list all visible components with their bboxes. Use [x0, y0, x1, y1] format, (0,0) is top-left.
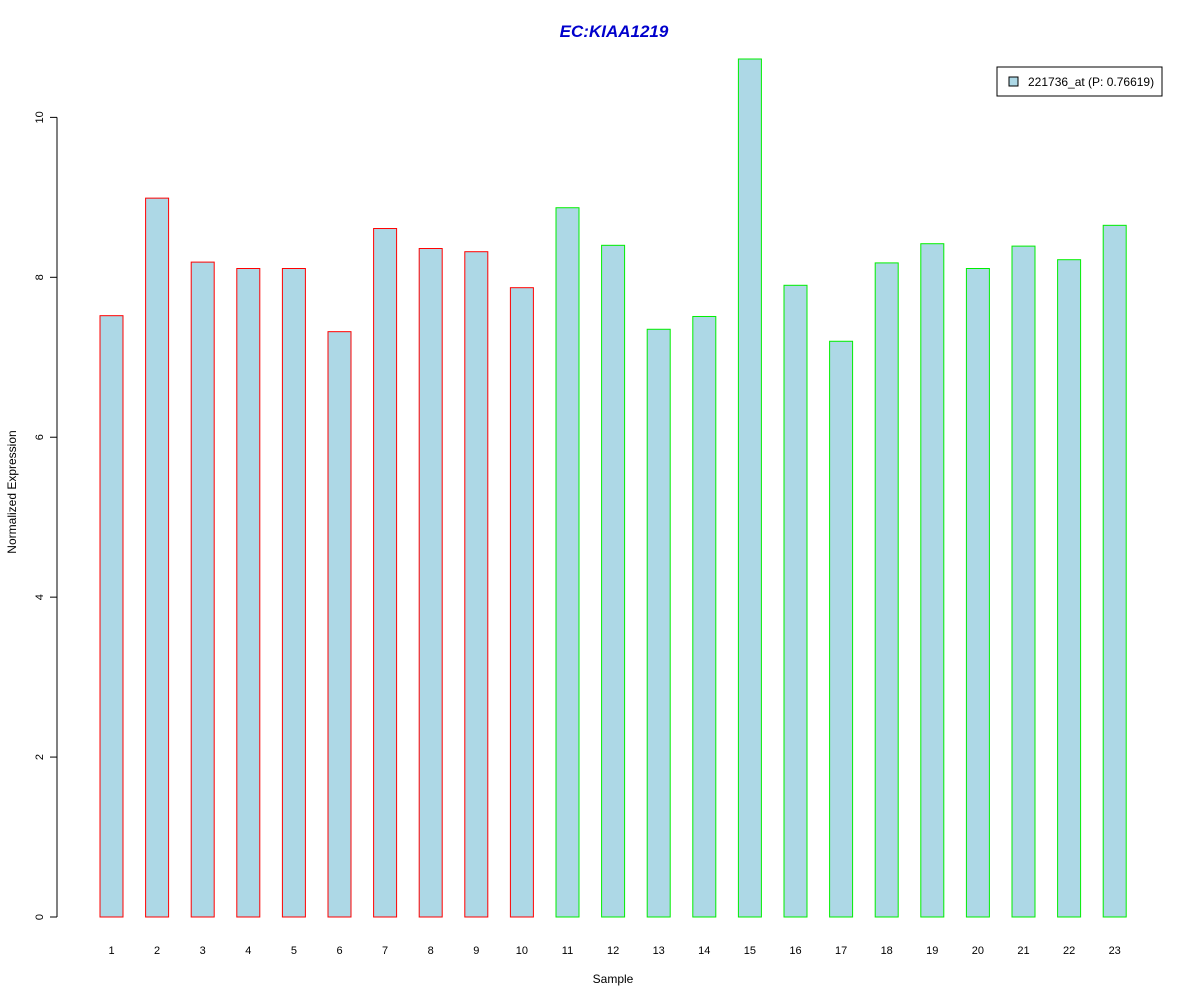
y-tick-label: 10 [34, 111, 46, 123]
bar-sample-8 [418, 248, 443, 918]
x-tick-label: 13 [653, 945, 665, 957]
y-axis-label: Normalized Expression [5, 430, 19, 553]
bar-sample-6 [327, 331, 352, 918]
bar-sample-19 [920, 243, 945, 918]
x-tick-label: 14 [698, 945, 710, 957]
x-tick-label: 7 [382, 945, 388, 957]
bar-sample-13 [646, 328, 671, 918]
bar-sample-10 [509, 287, 534, 918]
x-tick-label: 6 [336, 945, 342, 957]
x-tick-label: 18 [881, 945, 893, 957]
x-tick-label: 9 [473, 945, 479, 957]
y-axis: 0 2 4 6 8 10 [34, 111, 58, 920]
x-tick-label: 21 [1017, 945, 1029, 957]
x-tick-label: 23 [1109, 945, 1121, 957]
x-tick-label: 12 [607, 945, 619, 957]
y-tick-label: 2 [34, 754, 46, 760]
x-tick-label: 3 [200, 945, 206, 957]
x-tick-label: 8 [428, 945, 434, 957]
chart-title: EC:KIAA1219 [560, 22, 669, 41]
x-tick-labels: 1 2 3 4 5 6 7 8 9 10 11 12 13 14 15 16 17 18 19 20 21 22 23 [108, 945, 1120, 957]
bar-sample-9 [464, 251, 489, 918]
bar-sample-2 [145, 197, 170, 918]
bar-sample-16 [783, 284, 808, 918]
bar-sample-5 [281, 268, 306, 918]
x-tick-label: 22 [1063, 945, 1075, 957]
x-tick-label: 5 [291, 945, 297, 957]
bar-sample-23 [1102, 224, 1127, 918]
x-tick-label: 19 [926, 945, 938, 957]
bar-sample-17 [829, 340, 854, 918]
x-tick-label: 15 [744, 945, 756, 957]
y-tick-label: 6 [34, 434, 46, 440]
bar-sample-15 [737, 58, 762, 918]
x-tick-label: 17 [835, 945, 847, 957]
bar-sample-11 [555, 207, 580, 918]
x-tick-label: 11 [562, 945, 573, 957]
bar-sample-22 [1057, 259, 1082, 918]
y-tick-label: 4 [34, 594, 46, 600]
bar-sample-1 [99, 315, 124, 918]
legend-box [996, 66, 1163, 97]
x-tick-label: 4 [245, 945, 251, 957]
bar-sample-14 [692, 315, 717, 918]
bar-sample-3 [190, 261, 215, 918]
bar-sample-18 [874, 262, 899, 918]
legend-swatch [1008, 76, 1019, 87]
x-tick-label: 20 [972, 945, 984, 957]
x-tick-label: 2 [154, 945, 160, 957]
x-tick-label: 1 [108, 945, 114, 957]
bar-sample-20 [965, 268, 990, 918]
bar-sample-12 [601, 244, 626, 918]
x-axis-label: Sample [593, 972, 634, 986]
y-tick-label: 0 [34, 914, 46, 920]
legend-label: 221736_at (P: 0.76619) [1028, 75, 1154, 89]
x-tick-label: 16 [789, 945, 801, 957]
bar-sample-4 [236, 268, 261, 918]
bars [99, 58, 1127, 918]
x-tick-label: 10 [516, 945, 528, 957]
bar-sample-21 [1011, 245, 1036, 918]
bar-sample-7 [373, 228, 398, 918]
y-tick-label: 8 [34, 274, 46, 280]
legend: 221736_at (P: 0.76619) [996, 66, 1163, 97]
